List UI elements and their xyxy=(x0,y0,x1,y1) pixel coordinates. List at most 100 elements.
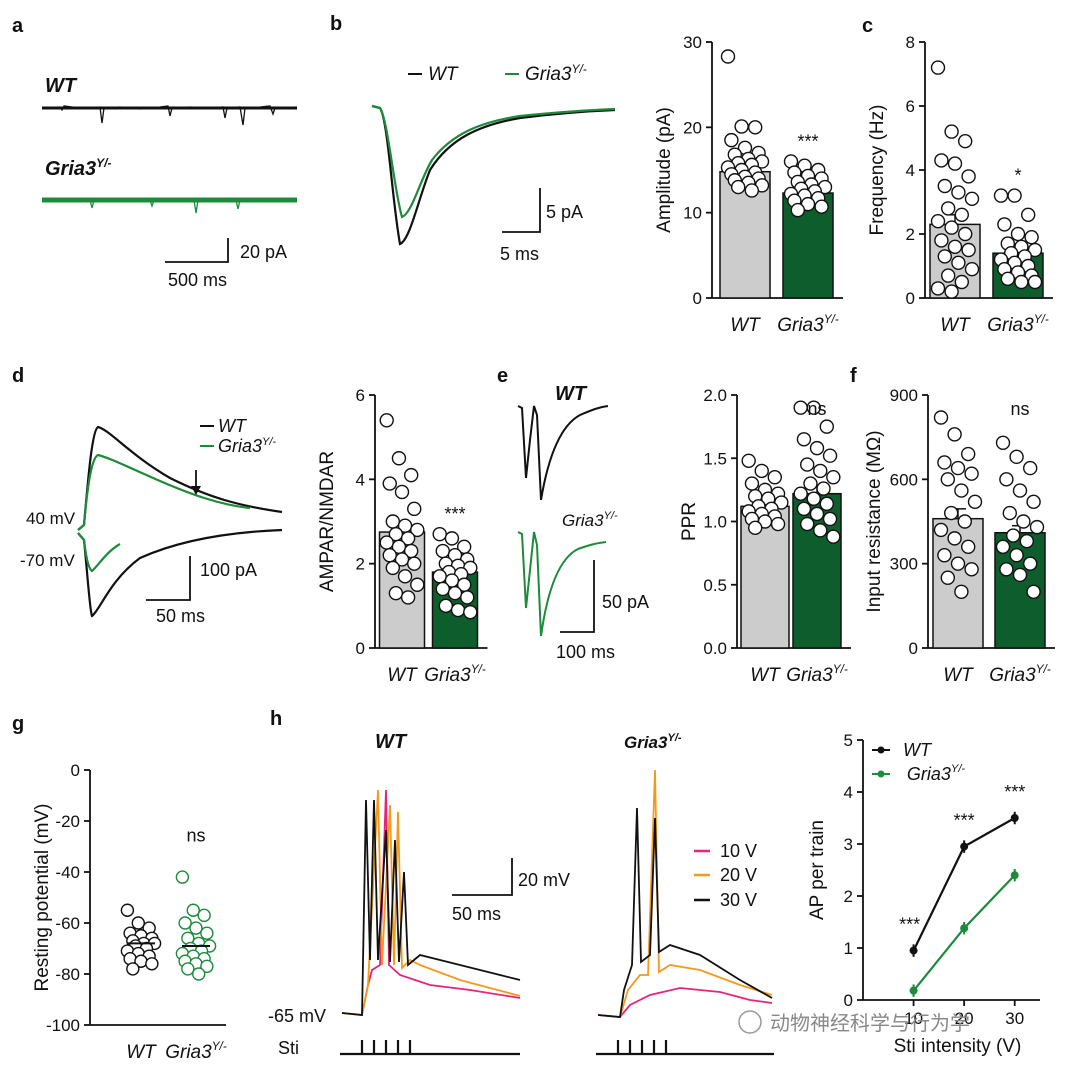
data-point xyxy=(950,556,966,571)
data-point xyxy=(930,60,946,75)
data-point xyxy=(1026,584,1041,599)
data-point xyxy=(1024,229,1039,245)
h-sti-label: Sti xyxy=(278,1038,299,1058)
x-category-label: WT xyxy=(730,315,761,336)
data-point xyxy=(958,226,973,242)
data-point xyxy=(937,455,952,470)
data-point xyxy=(958,133,973,149)
data-point xyxy=(388,585,404,601)
d-ko-neg-trace xyxy=(77,532,121,573)
panel-h-traces: WT Gria3Y/- -65 mV Sti 20 mV 50 ms 10 V … xyxy=(268,731,774,1058)
b-wt-trace xyxy=(371,104,616,246)
d-v-pos: 40 mV xyxy=(26,509,76,528)
data-point xyxy=(954,207,969,223)
data-point xyxy=(960,842,969,851)
data-point xyxy=(954,274,969,290)
data-point xyxy=(940,472,955,487)
y-tick-label: 1.5 xyxy=(703,449,727,468)
b-ko-trace xyxy=(371,104,616,219)
data-point xyxy=(1029,519,1045,535)
data-point xyxy=(934,153,949,168)
watermark: 动物神经科学与行为学 xyxy=(738,1010,970,1035)
data-point xyxy=(947,239,963,255)
significance-label: *** xyxy=(797,131,818,151)
chart-h: 0 1 2 3 4 5 10 20 30 AP per train Sti intensity (V… xyxy=(807,731,1040,1057)
legend-marker xyxy=(877,746,885,754)
a-scale-x: 500 ms xyxy=(168,270,227,290)
data-point xyxy=(1016,514,1031,529)
data-point xyxy=(748,120,763,135)
data-point xyxy=(1000,271,1015,286)
data-point xyxy=(382,548,397,563)
e-scale-x: 100 ms xyxy=(556,642,615,662)
y-tick-label: 4 xyxy=(356,470,365,489)
data-point xyxy=(403,467,419,483)
data-point xyxy=(126,962,140,976)
h-ko-stim-train xyxy=(596,1040,774,1056)
d-scale-bar xyxy=(146,556,191,601)
data-point xyxy=(1027,242,1043,258)
y-tick-label: 2 xyxy=(906,225,915,244)
data-point xyxy=(999,562,1014,577)
data-point xyxy=(806,400,821,415)
chart-e: 0.0 0.5 1.0 1.5 2.0 PPR WT Gria3Y/- ns xyxy=(679,386,851,686)
data-point xyxy=(391,451,407,466)
y-tick-label: 6 xyxy=(356,386,365,405)
data-point xyxy=(803,476,818,491)
a-ko-trace xyxy=(42,199,297,214)
data-point xyxy=(995,435,1011,450)
data-point xyxy=(410,522,425,538)
data-point xyxy=(933,522,949,538)
y-tick-label: 2 xyxy=(844,887,853,906)
y-tick-label: 0 xyxy=(909,639,918,658)
data-point xyxy=(814,199,829,214)
legend-label: Gria3Y/- xyxy=(907,763,966,784)
data-point xyxy=(947,156,963,171)
y-axis-label: Resting potential (mV) xyxy=(32,804,53,992)
data-point xyxy=(1002,505,1017,521)
y-axis-label: Frequency (Hz) xyxy=(867,105,888,236)
b-scale-y: 5 pA xyxy=(546,202,583,222)
significance-label: * xyxy=(1014,166,1021,186)
h-scale-x: 50 ms xyxy=(452,904,501,924)
data-point xyxy=(741,453,756,468)
y-tick-label: 900 xyxy=(890,386,918,405)
d-scale-y: 100 pA xyxy=(200,560,257,580)
data-point xyxy=(964,191,980,207)
significance-label: ns xyxy=(807,399,826,419)
data-point xyxy=(796,432,812,447)
significance-label: *** xyxy=(444,504,465,524)
data-point xyxy=(961,169,976,184)
data-point xyxy=(947,531,962,546)
y-tick-label: -100 xyxy=(46,1016,80,1035)
data-point xyxy=(754,463,769,479)
y-tick-label: 10 xyxy=(683,204,702,223)
d-wt-neg-trace xyxy=(77,528,283,618)
y-tick-label: 0 xyxy=(71,761,80,780)
data-point xyxy=(181,962,195,976)
data-point xyxy=(1020,207,1036,223)
y-tick-label: 1.0 xyxy=(703,513,727,532)
h-ko-10v-trace xyxy=(597,987,773,1018)
data-point xyxy=(937,178,952,194)
d-legend-ko: Gria3Y/- xyxy=(218,436,276,456)
data-point xyxy=(397,569,413,584)
b-scale-bar xyxy=(502,188,541,233)
h-wt-30v-trace xyxy=(341,799,521,1016)
data-point xyxy=(944,220,959,235)
data-point xyxy=(819,496,834,511)
data-point xyxy=(793,486,808,501)
data-point xyxy=(937,249,952,264)
x-category-label: Gria3Y/- xyxy=(777,313,839,336)
panel-d-traces: WT Gria3Y/- 40 mV -70 mV 100 pA 50 ms xyxy=(20,416,283,626)
data-point xyxy=(816,481,831,496)
x-category-label: WT xyxy=(940,315,971,336)
x-category-label: WT xyxy=(387,665,418,686)
y-tick-label: 20 xyxy=(683,118,702,137)
data-point xyxy=(1009,548,1024,563)
data-point xyxy=(813,523,828,538)
x-axis-label: Sti intensity (V) xyxy=(894,1036,1022,1057)
data-point xyxy=(790,202,805,218)
data-point xyxy=(744,476,760,491)
